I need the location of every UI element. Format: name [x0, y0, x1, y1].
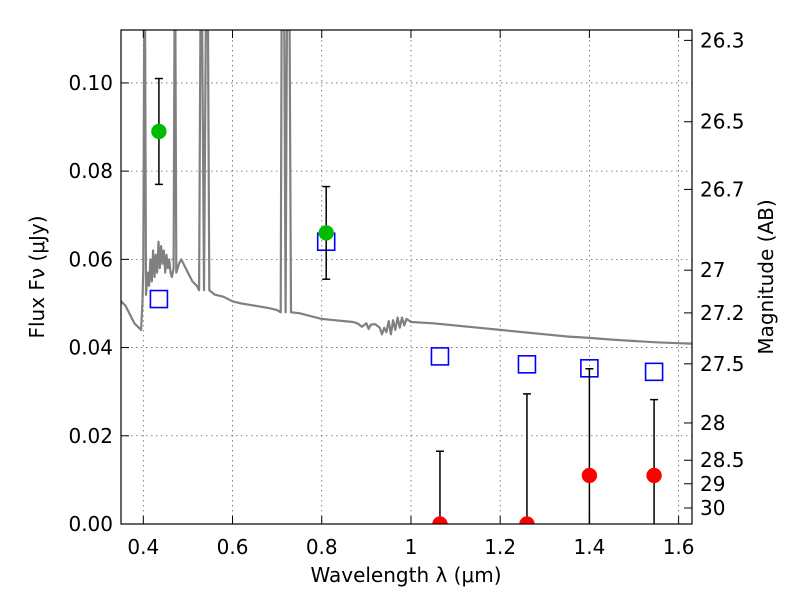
- mag-tick-label: 28.5: [700, 448, 745, 472]
- nondetection-point: [519, 516, 535, 524]
- model-spectrum-line: [121, 30, 692, 345]
- model-square-marker: [430, 347, 450, 366]
- y-axis-title: Flux Fν (μJy): [25, 215, 49, 338]
- nondetection-point: [432, 516, 448, 524]
- y-tick-label: 0.00: [68, 512, 113, 536]
- mag-tick-label: 26.7: [700, 177, 745, 201]
- model-spectrum: [121, 30, 692, 345]
- x-tick-label: 1.6: [663, 535, 695, 559]
- detection-point: [318, 225, 334, 241]
- model-square-marker: [517, 355, 537, 374]
- error-bars: [154, 77, 659, 524]
- mag-tick-label: 27: [700, 258, 725, 282]
- plot-frame: [120, 29, 693, 525]
- nondetection-point: [581, 467, 598, 484]
- x-tick-label: 1.4: [573, 535, 605, 559]
- mag-tick-label: 28: [700, 411, 725, 435]
- mag-tick-label: 27.5: [700, 352, 745, 376]
- y-tick-label: 0.08: [68, 159, 113, 183]
- y-tick-label: 0.06: [68, 247, 113, 271]
- mag-tick-label: 30: [700, 496, 725, 520]
- axis-ticks: 0.4 0.6 0.8 1 1.2 1.4 1.6 0.00 0.02 0.04 0.06 0.08 0…: [68, 28, 744, 559]
- y-tick-label: 0.02: [68, 424, 113, 448]
- nondetection-point: [646, 467, 662, 484]
- x-tick-label: 0.8: [306, 535, 338, 559]
- model-square-marker: [644, 362, 664, 382]
- grid: [121, 30, 692, 525]
- model-photometry: [149, 232, 664, 382]
- model-square-marker: [149, 289, 169, 309]
- x-axis-title: Wavelength λ (μm): [310, 563, 501, 587]
- x-tick-label: 0.6: [217, 535, 249, 559]
- y-tick-label: 0.10: [68, 71, 113, 95]
- detection-point: [151, 123, 167, 140]
- mag-tick-label: 27.2: [700, 301, 745, 325]
- observed-photometry: [151, 123, 662, 524]
- x-tick-label: 1.2: [484, 535, 516, 559]
- y-tick-label: 0.04: [68, 336, 113, 360]
- y2-axis-title: Magnitude (AB): [754, 199, 778, 354]
- mag-tick-label: 26.5: [700, 110, 745, 134]
- x-tick-label: 1: [405, 535, 418, 559]
- x-tick-label: 0.4: [127, 535, 159, 559]
- mag-tick-label: 26.3: [700, 28, 745, 52]
- mag-tick-label: 29: [700, 472, 725, 496]
